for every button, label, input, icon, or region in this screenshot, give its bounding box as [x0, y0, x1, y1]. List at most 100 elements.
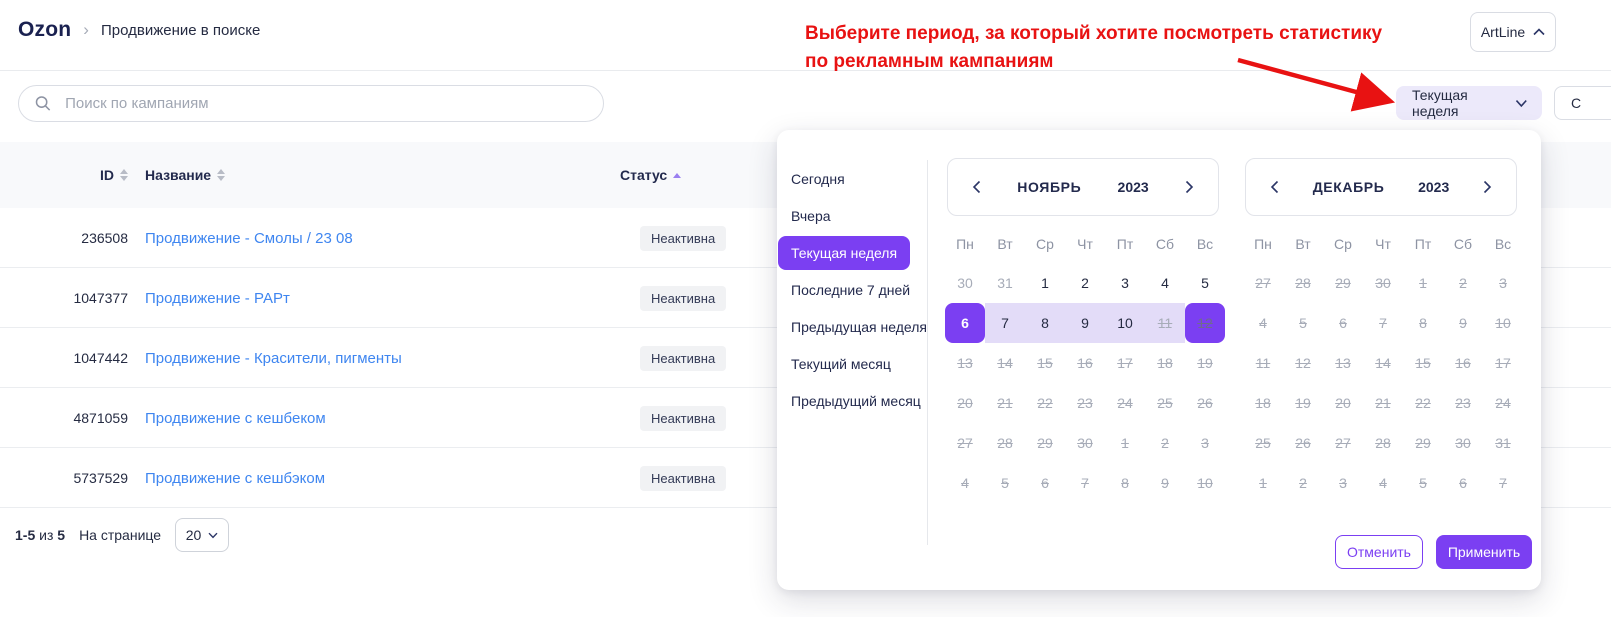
- day-cell[interactable]: 25: [1255, 435, 1271, 451]
- account-dropdown-button[interactable]: ArtLine: [1470, 12, 1556, 52]
- day-cell[interactable]: 29: [1335, 275, 1351, 291]
- day-cell[interactable]: 3: [1121, 275, 1129, 291]
- day-cell[interactable]: 5: [1299, 315, 1307, 331]
- sort-icon[interactable]: [120, 169, 128, 181]
- day-cell[interactable]: 15: [1415, 355, 1431, 371]
- day-cell[interactable]: 23: [1077, 395, 1093, 411]
- day-cell[interactable]: 27: [1335, 435, 1351, 451]
- day-cell[interactable]: 2: [1081, 275, 1089, 291]
- day-cell[interactable]: 5: [1001, 475, 1009, 491]
- day-cell[interactable]: 19: [1295, 395, 1311, 411]
- day-cell[interactable]: 1: [1121, 435, 1129, 451]
- day-cell[interactable]: 10: [1197, 475, 1213, 491]
- prev-month-icon[interactable]: [972, 180, 981, 194]
- day-cell[interactable]: 22: [1037, 395, 1053, 411]
- column-header-status[interactable]: Статус: [620, 142, 682, 208]
- day-cell[interactable]: 28: [1295, 275, 1311, 291]
- day-cell[interactable]: 27: [1255, 275, 1271, 291]
- day-cell[interactable]: 11: [1145, 303, 1185, 343]
- day-cell[interactable]: 7: [1081, 475, 1089, 491]
- preset-item[interactable]: Предыдущая неделя: [791, 308, 940, 345]
- day-cell[interactable]: 31: [1495, 435, 1511, 451]
- day-cell[interactable]: 1: [1419, 275, 1427, 291]
- day-cell[interactable]: 9: [1065, 303, 1105, 343]
- day-cell[interactable]: 13: [1335, 355, 1351, 371]
- day-cell[interactable]: 14: [997, 355, 1013, 371]
- preset-item[interactable]: Вчера: [791, 197, 940, 234]
- preset-item[interactable]: Сегодня: [791, 160, 940, 197]
- next-month-icon[interactable]: [1185, 180, 1194, 194]
- day-cell[interactable]: 2: [1459, 275, 1467, 291]
- day-cell[interactable]: 30: [1455, 435, 1471, 451]
- prev-month-icon[interactable]: [1270, 180, 1279, 194]
- day-cell[interactable]: 30: [1077, 435, 1093, 451]
- day-cell[interactable]: 11: [1255, 355, 1271, 371]
- day-cell[interactable]: 4: [1379, 475, 1387, 491]
- day-cell[interactable]: 17: [1117, 355, 1133, 371]
- day-cell[interactable]: 4: [1259, 315, 1267, 331]
- day-cell[interactable]: 4: [961, 475, 969, 491]
- campaign-name-link[interactable]: Продвижение с кешбеком: [145, 409, 326, 427]
- campaign-name-link[interactable]: Продвижение - Смолы / 23 08: [145, 229, 353, 247]
- day-cell[interactable]: 2: [1161, 435, 1169, 451]
- day-cell[interactable]: 7: [1499, 475, 1507, 491]
- day-cell[interactable]: 8: [1121, 475, 1129, 491]
- day-cell[interactable]: 7: [1379, 315, 1387, 331]
- day-cell[interactable]: 20: [1335, 395, 1351, 411]
- column-header-id[interactable]: ID: [0, 142, 128, 208]
- day-cell[interactable]: 28: [997, 435, 1013, 451]
- day-cell[interactable]: 5: [1201, 275, 1209, 291]
- day-cell[interactable]: 9: [1459, 315, 1467, 331]
- campaign-name-link[interactable]: Продвижение - Красители, пигменты: [145, 349, 402, 367]
- day-cell[interactable]: 17: [1495, 355, 1511, 371]
- create-campaign-button-partial[interactable]: С: [1554, 86, 1611, 120]
- day-cell[interactable]: 12: [1185, 303, 1225, 343]
- day-cell[interactable]: 14: [1375, 355, 1391, 371]
- day-cell[interactable]: 3: [1499, 275, 1507, 291]
- day-cell[interactable]: 31: [997, 275, 1013, 291]
- day-cell[interactable]: 6: [1041, 475, 1049, 491]
- campaign-search[interactable]: [18, 85, 604, 122]
- day-cell[interactable]: 26: [1197, 395, 1213, 411]
- apply-button[interactable]: Применить: [1436, 535, 1532, 569]
- campaign-name-link[interactable]: Продвижение - РАРт: [145, 289, 290, 307]
- sort-icon[interactable]: [217, 169, 226, 181]
- period-dropdown-button[interactable]: Текущая неделя: [1396, 86, 1542, 120]
- day-cell[interactable]: 20: [957, 395, 973, 411]
- day-cell[interactable]: 16: [1077, 355, 1093, 371]
- day-cell[interactable]: 3: [1339, 475, 1347, 491]
- day-cell[interactable]: 28: [1375, 435, 1391, 451]
- day-cell[interactable]: 1: [1041, 275, 1049, 291]
- day-cell[interactable]: 1: [1259, 475, 1267, 491]
- day-cell[interactable]: 9: [1161, 475, 1169, 491]
- day-cell[interactable]: 10: [1105, 303, 1145, 343]
- day-cell[interactable]: 3: [1201, 435, 1209, 451]
- day-cell[interactable]: 29: [1415, 435, 1431, 451]
- day-cell[interactable]: 7: [985, 303, 1025, 343]
- day-cell[interactable]: 25: [1157, 395, 1173, 411]
- day-cell[interactable]: 30: [957, 275, 973, 291]
- per-page-select[interactable]: 20: [175, 518, 230, 552]
- day-cell[interactable]: 22: [1415, 395, 1431, 411]
- day-cell[interactable]: 18: [1255, 395, 1271, 411]
- day-cell[interactable]: 12: [1295, 355, 1311, 371]
- day-cell[interactable]: 24: [1495, 395, 1511, 411]
- ozon-logo[interactable]: Ozon: [18, 18, 72, 41]
- preset-item[interactable]: Текущий месяц: [791, 345, 940, 382]
- day-cell[interactable]: 18: [1157, 355, 1173, 371]
- day-cell[interactable]: 21: [997, 395, 1013, 411]
- day-cell[interactable]: 13: [957, 355, 973, 371]
- day-cell[interactable]: 26: [1295, 435, 1311, 451]
- day-cell[interactable]: 4: [1161, 275, 1169, 291]
- day-cell[interactable]: 5: [1419, 475, 1427, 491]
- preset-selected[interactable]: Текущая неделя: [778, 234, 940, 271]
- day-cell[interactable]: 6: [1339, 315, 1347, 331]
- next-month-icon[interactable]: [1483, 180, 1492, 194]
- day-cell[interactable]: 16: [1455, 355, 1471, 371]
- campaign-name-link[interactable]: Продвижение с кешбэком: [145, 469, 326, 487]
- day-cell[interactable]: 27: [957, 435, 973, 451]
- day-cell[interactable]: 10: [1495, 315, 1511, 331]
- day-cell[interactable]: 24: [1117, 395, 1133, 411]
- preset-item[interactable]: Предыдущий месяц: [791, 382, 940, 419]
- day-cell[interactable]: 6: [945, 303, 985, 343]
